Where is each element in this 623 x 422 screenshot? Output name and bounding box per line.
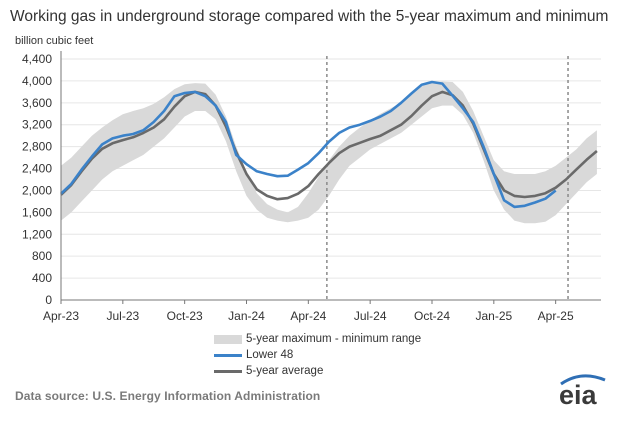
legend-label-lower48: Lower 48: [246, 349, 294, 361]
legend-swatch-average: [214, 369, 242, 373]
y-tick-label: 4,400: [22, 52, 52, 66]
range-band-layer: [61, 81, 597, 224]
eia-logo-swoosh: [560, 374, 606, 386]
y-axis-label: billion cubic feet: [15, 35, 94, 47]
x-tick-label: Jan-25: [475, 309, 512, 323]
y-tick-label: 1,200: [22, 227, 52, 241]
legend-swatch-lower48: [214, 353, 242, 357]
legend-item-average: 5-year average: [214, 363, 421, 379]
x-tick-label: Apr-23: [43, 309, 79, 323]
y-tick-label: 400: [32, 271, 52, 285]
gridlines: [61, 58, 601, 279]
data-source-note: Data source: U.S. Energy Information Adm…: [15, 389, 321, 403]
y-tick-label: 1,600: [22, 205, 52, 219]
legend-item-lower48: Lower 48: [214, 347, 421, 363]
x-tick-label: Jul-24: [354, 309, 387, 323]
y-tick-label: 2,400: [22, 162, 52, 176]
tick-labels: 0 400 800 1,200 1,600 2,000 2,400 2,800 3,200 3,6…: [22, 52, 574, 323]
x-tick-label: Apr-24: [290, 309, 326, 323]
legend-label-range: 5-year maximum - minimum range: [246, 333, 422, 345]
eia-logo-text: eia: [559, 380, 598, 410]
x-tick-label: Oct-23: [167, 309, 203, 323]
x-tick-label: Jul-23: [106, 309, 139, 323]
legend-item-range: 5-year maximum - minimum range: [214, 331, 421, 347]
y-tick-label: 2,000: [22, 183, 52, 197]
lower-48-line: [60, 80, 557, 209]
legend-label-average: 5-year average: [246, 365, 324, 377]
legend: 5-year maximum - minimum range Lower 48 …: [214, 331, 421, 379]
y-tick-label: 800: [32, 249, 52, 263]
y-tick-label: 0: [45, 293, 52, 307]
series-lines: [60, 80, 598, 209]
y-tick-label: 2,800: [22, 140, 52, 154]
chart-title: Working gas in underground storage compa…: [10, 8, 609, 25]
y-tick-label: 4,000: [22, 74, 52, 88]
axes: [60, 51, 601, 304]
eia-logo: eia: [559, 374, 606, 410]
legend-swatch-range: [214, 334, 242, 344]
x-tick-label: Apr-25: [538, 309, 574, 323]
y-tick-label: 3,600: [22, 96, 52, 110]
x-tick-label: Jan-24: [228, 309, 265, 323]
y-tick-label: 3,200: [22, 118, 52, 132]
range-band: [61, 81, 597, 224]
five-year-average-line: [60, 90, 598, 201]
x-tick-label: Oct-24: [414, 309, 450, 323]
